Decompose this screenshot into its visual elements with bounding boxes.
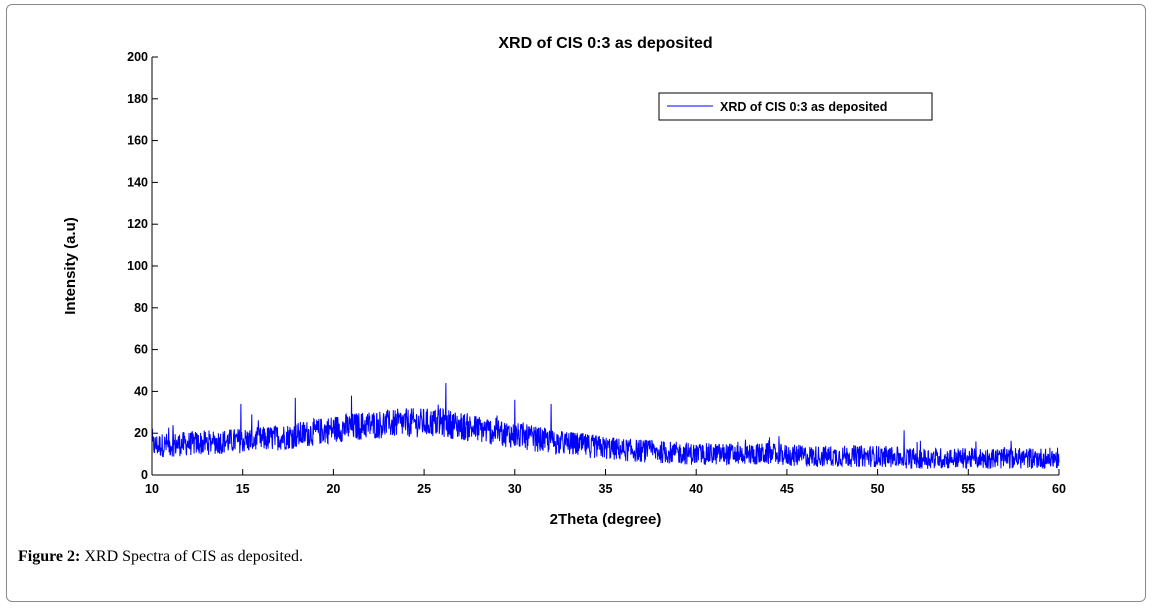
x-tick-label: 60 [1052,482,1066,496]
y-tick-label: 20 [134,426,148,440]
caption-text: XRD Spectra of CIS as deposited. [80,548,303,565]
y-tick-label: 40 [134,384,148,398]
y-tick-label: 180 [127,92,148,106]
caption-label: Figure 2: [18,548,81,565]
x-tick-label: 10 [145,482,159,496]
y-tick-label: 140 [127,175,148,189]
y-axis-label: Intensity (a.u) [62,217,79,315]
x-axis-label: 2Theta (degree) [550,511,662,528]
x-tick-label: 30 [508,482,522,496]
legend: XRD of CIS 0:3 as deposited [658,92,933,121]
y-tick-label: 120 [127,217,148,231]
x-tick-label: 20 [326,482,340,496]
y-tick-label: 60 [134,343,148,357]
x-tick-label: 15 [236,482,250,496]
x-tick-label: 55 [961,482,975,496]
axes-group: 10 15 20 25 30 35 40 45 50 55 60 0 20 40 60 80 100 120 140… [127,50,1066,496]
y-tick-label: 160 [127,134,148,148]
x-tick-label: 45 [780,482,794,496]
legend-entry-label: XRD of CIS 0:3 as deposited [720,100,887,114]
x-tick-label: 25 [417,482,431,496]
figure-frame [6,4,1146,602]
chart-title: XRD of CIS 0:3 as deposited [498,35,712,52]
x-tick-label: 50 [871,482,885,496]
y-tick-label: 200 [127,50,148,64]
xrd-chart: XRD of CIS 0:3 as deposited 10 15 20 25 30 35… [62,35,1066,528]
y-tick-label: 0 [141,468,148,482]
y-tick-label: 80 [134,301,148,315]
x-tick-label: 40 [689,482,703,496]
figure-caption: Figure 2: XRD Spectra of CIS as deposite… [18,548,303,566]
series-line [151,382,1060,470]
series-group [151,382,1060,470]
y-tick-label: 100 [127,259,148,273]
x-tick-label: 35 [599,482,613,496]
